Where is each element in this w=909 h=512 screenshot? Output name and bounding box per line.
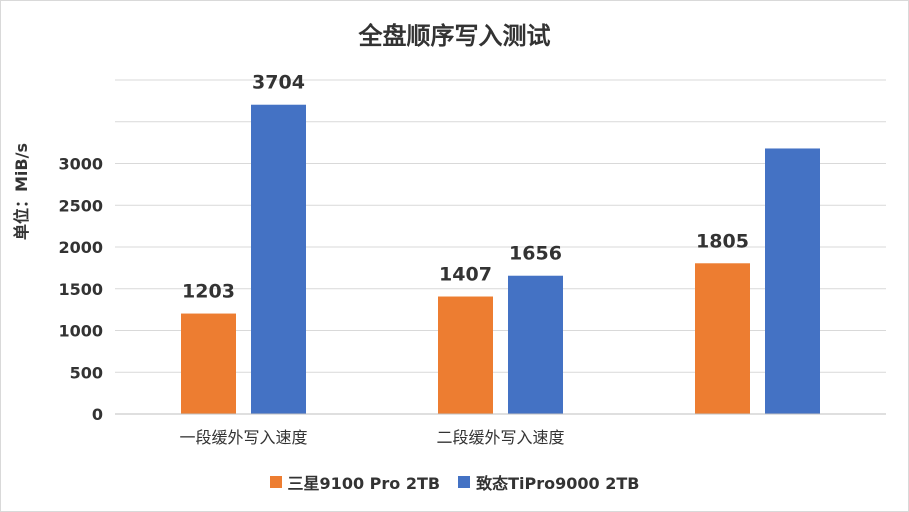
chart-title: 全盘顺序写入测试 bbox=[358, 22, 551, 50]
data-label: 1656 bbox=[509, 243, 562, 265]
x-tick-label: 二段缓外写入速度 bbox=[436, 428, 564, 447]
y-tick-label: 500 bbox=[70, 363, 103, 382]
y-tick-label: 2500 bbox=[58, 196, 103, 215]
legend-swatch bbox=[458, 476, 471, 488]
data-label: 3704 bbox=[252, 72, 305, 94]
legend: 三星9100 Pro 2TB 致态TiPro9000 2TB bbox=[0, 470, 909, 494]
legend-swatch bbox=[269, 476, 282, 488]
bar bbox=[508, 275, 563, 414]
legend-label: 致态TiPro9000 2TB bbox=[476, 474, 640, 493]
y-tick-label: 1500 bbox=[58, 280, 103, 299]
data-label: 1805 bbox=[696, 230, 749, 252]
bar bbox=[765, 148, 820, 414]
bar bbox=[251, 104, 306, 414]
y-tick-label: 2000 bbox=[58, 238, 103, 257]
data-label: 1203 bbox=[182, 281, 235, 303]
legend-item-series-2: 致态TiPro9000 2TB bbox=[458, 470, 639, 494]
legend-label: 三星9100 Pro 2TB bbox=[287, 474, 441, 493]
legend-item-series-1: 三星9100 Pro 2TB bbox=[269, 470, 441, 494]
y-tick-label: 0 bbox=[92, 405, 103, 424]
bar bbox=[438, 296, 493, 414]
data-label: 1407 bbox=[439, 264, 492, 286]
x-tick-label: 一段缓外写入速度 bbox=[179, 428, 307, 447]
y-tick-label: 3000 bbox=[58, 155, 103, 174]
y-tick-label: 1000 bbox=[58, 322, 103, 341]
bar bbox=[695, 263, 750, 414]
bar bbox=[181, 313, 236, 414]
